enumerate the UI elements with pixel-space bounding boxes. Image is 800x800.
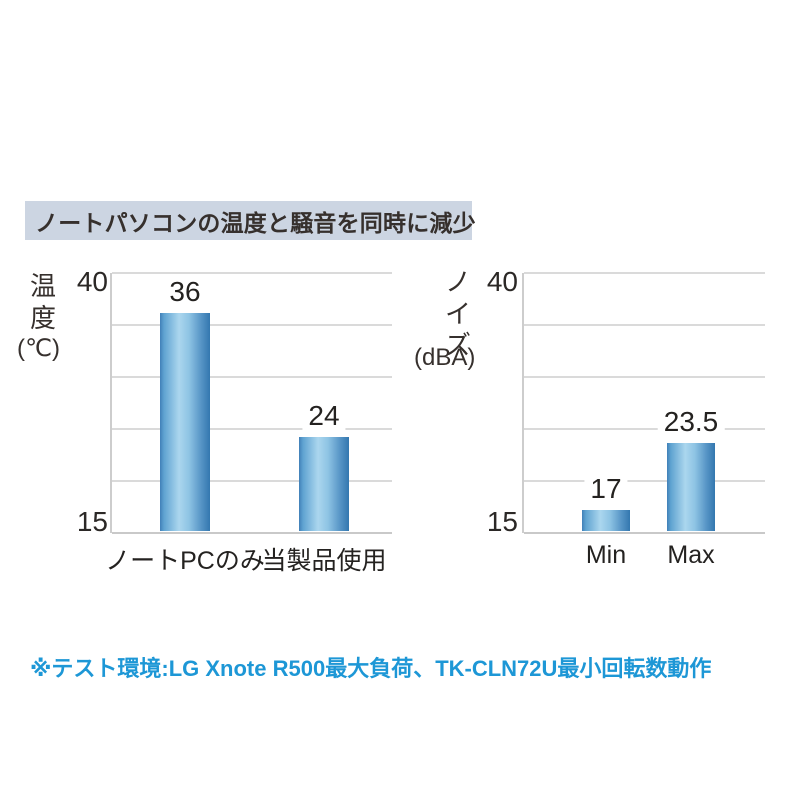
test-environment-note: ※テスト環境:LG Xnote R500最大負荷、TK-CLN72U最小回転数動…	[30, 656, 712, 681]
bar-Max	[667, 442, 715, 531]
category-label: 当製品使用	[261, 547, 387, 575]
gridline	[524, 272, 765, 274]
gridline	[524, 428, 765, 430]
noise-y-tick-max: 40	[486, 266, 518, 297]
x-axis-baseline	[112, 532, 392, 534]
category-label: Min	[585, 541, 627, 569]
bar-value-label: 36	[163, 276, 207, 307]
noise-plot-area: 17 Min 23.5 Max	[522, 272, 765, 569]
gridline	[524, 376, 765, 378]
gridline	[112, 376, 392, 378]
bar-Min	[582, 510, 630, 531]
x-axis-baseline	[524, 532, 765, 534]
category-label: ノートPCのみ	[105, 547, 265, 575]
noise-y-axis-unit: (dBA)	[414, 344, 476, 371]
temp-plot-area: 36 ノートPCのみ 24 当製品使用	[105, 272, 392, 575]
temp-y-axis-label: 温度	[29, 271, 56, 333]
gridline	[112, 272, 392, 274]
category-label: Max	[667, 541, 715, 569]
page-title: ノートパソコンの温度と騒音を同時に減少	[35, 209, 476, 236]
bar-当製品使用	[299, 437, 349, 531]
gridline	[112, 324, 392, 326]
temp-y-axis-unit: (℃)	[17, 335, 60, 362]
temp-y-tick-min: 15	[76, 506, 108, 537]
gridline	[112, 428, 392, 430]
title-banner: ノートパソコンの温度と騒音を同時に減少	[25, 201, 476, 240]
gridline	[524, 480, 765, 482]
bar-ノートPCのみ	[160, 312, 210, 531]
bar-value-label: 23.5	[657, 406, 725, 437]
temp-y-tick-max: 40	[76, 266, 108, 297]
noise-y-tick-min: 15	[486, 506, 518, 537]
bar-value-label: 17	[584, 474, 628, 505]
noise-y-axis-label: ノイズ	[444, 267, 471, 361]
gridline	[524, 324, 765, 326]
bar-value-label: 24	[302, 401, 346, 432]
gridline	[112, 480, 392, 482]
